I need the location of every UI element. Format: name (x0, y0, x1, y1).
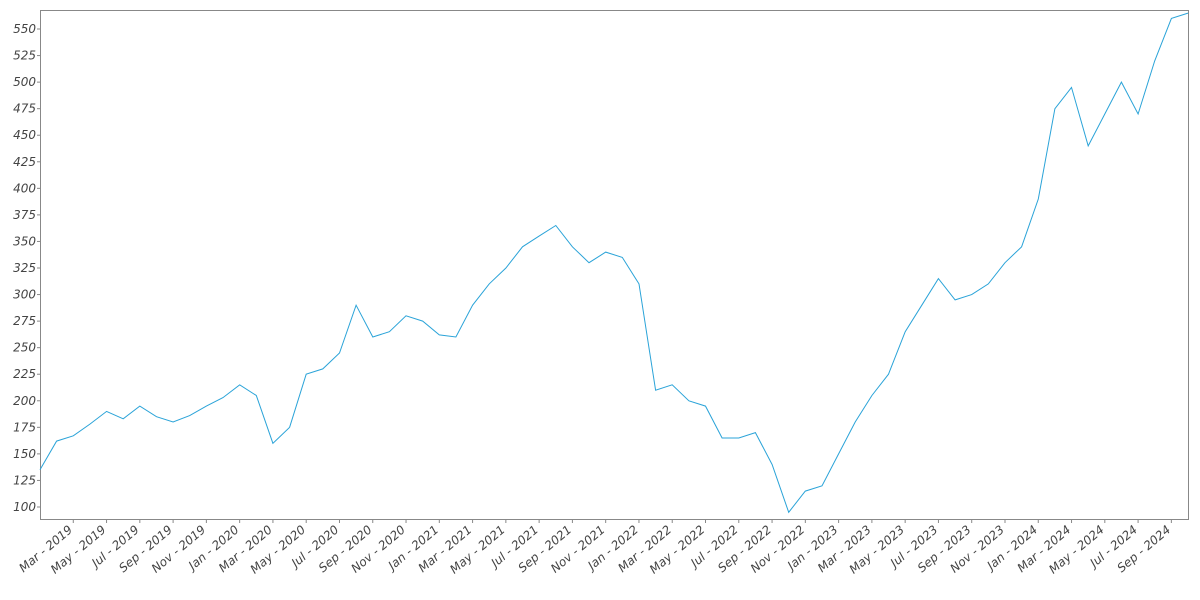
y-tick-label: 100 (13, 500, 36, 514)
y-tick-label: 500 (13, 75, 36, 89)
plot-frame (40, 10, 1189, 520)
y-tick-label: 525 (13, 49, 36, 63)
y-tick-label: 475 (13, 102, 36, 116)
y-tick-label: 350 (13, 234, 36, 248)
y-tick-label: 450 (13, 128, 36, 142)
y-tick-label: 125 (13, 473, 36, 487)
data-line (39, 12, 1189, 514)
y-tick-label: 150 (13, 447, 36, 461)
y-tick-label: 300 (13, 288, 36, 302)
y-tick-label: 400 (13, 181, 36, 195)
y-tick-label: 425 (13, 155, 36, 169)
y-tick-label: 225 (13, 367, 36, 381)
y-tick-label: 550 (13, 22, 36, 36)
y-tick-label: 275 (13, 314, 36, 328)
y-tick-label: 200 (13, 394, 36, 408)
y-tick-label: 175 (13, 420, 36, 434)
y-tick-label: 375 (13, 208, 36, 222)
y-tick-label: 250 (13, 341, 36, 355)
y-tick-label: 325 (13, 261, 36, 275)
